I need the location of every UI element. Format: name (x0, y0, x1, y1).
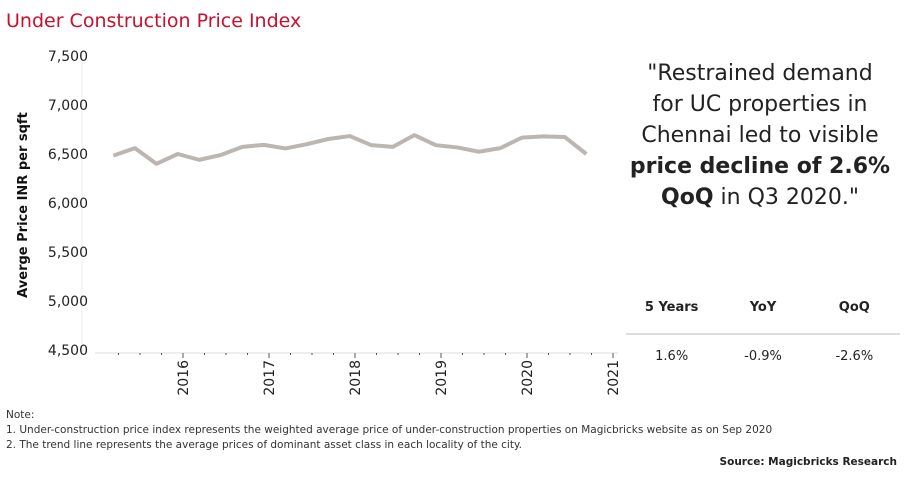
x-tick-label: 2020 (520, 360, 536, 396)
x-tick-label: 2018 (348, 360, 364, 396)
y-tick-label: 4,500 (48, 343, 88, 359)
note-item: 1. Under-construction price index repres… (6, 424, 773, 436)
x-tick-label: 2019 (434, 360, 450, 396)
y-tick-label: 6,000 (48, 196, 88, 212)
x-tick-label: 2016 (176, 360, 192, 396)
value-qoq: -2.6% (835, 349, 874, 364)
series-line (112, 133, 588, 166)
x-tick-label: 2017 (262, 360, 278, 396)
value-5-years: 1.6% (655, 349, 689, 364)
quote-line: for UC properties in (652, 92, 868, 117)
quote-line: Chennai led to visible (641, 123, 879, 148)
quote-line: "Restrained demand (647, 61, 873, 86)
header-yoy: YoY (749, 300, 777, 315)
y-tick-label: 6,500 (48, 147, 88, 163)
chart-title: Under Construction Price Index (6, 10, 302, 32)
y-axis-label: Averge Price INR per sqft (16, 112, 31, 298)
quote-callout: "Restrained demand for UC properties in … (620, 58, 900, 213)
note-heading: Note: (6, 409, 35, 421)
value-yoy: -0.9% (744, 349, 782, 364)
quote-line: in Q3 2020." (713, 185, 859, 210)
y-tick-label: 5,500 (48, 245, 88, 261)
note-item: 2. The trend line represents the average… (6, 439, 523, 451)
notes: Note: 1. Under-construction price index … (6, 408, 772, 453)
quote-highlight: price decline of 2.6% (629, 154, 891, 179)
quote-highlight: QoQ (661, 185, 714, 210)
divider (626, 333, 900, 335)
x-tick-label: 2021 (606, 360, 622, 396)
y-tick-label: 7,500 (48, 49, 88, 65)
y-tick-label: 7,000 (48, 98, 88, 114)
header-qoq: QoQ (838, 300, 870, 315)
header-5-years: 5 Years (644, 300, 699, 315)
y-tick-label: 5,000 (48, 294, 88, 310)
change-table: 5 Years YoY QoQ 1.6% -0.9% -2.6% (626, 300, 900, 364)
source: Source: Magicbricks Research (719, 456, 897, 468)
